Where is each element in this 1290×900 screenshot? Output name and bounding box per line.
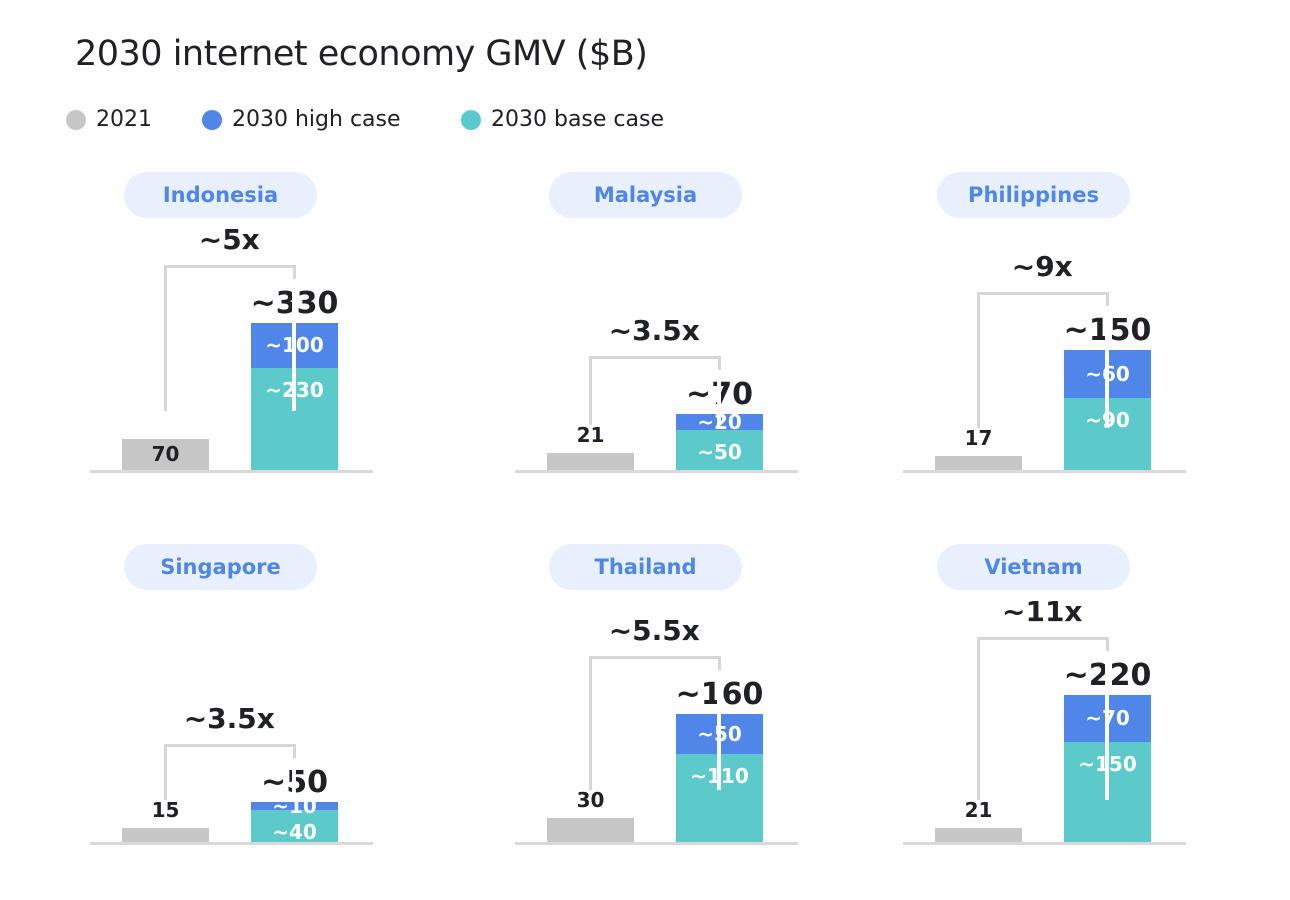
value-label-2021: 21 bbox=[964, 797, 993, 822]
value-label-2021: 21 bbox=[576, 423, 605, 448]
bracket-right-leg-mask bbox=[716, 370, 721, 426]
legend-swatch-2021 bbox=[66, 109, 86, 130]
growth-bracket bbox=[164, 744, 296, 800]
baseline bbox=[515, 842, 798, 845]
bar-2021 bbox=[547, 818, 634, 842]
legend-label-2030-base: 2030 base case bbox=[491, 107, 664, 132]
country-label: Singapore bbox=[124, 544, 317, 590]
growth-bracket bbox=[977, 292, 1109, 428]
value-label-2021: 70 bbox=[151, 442, 180, 467]
chart-title: 2030 internet economy GMV ($B) bbox=[75, 34, 648, 74]
growth-multiple: ~3.5x bbox=[183, 702, 275, 735]
growth-multiple: ~11x bbox=[1002, 595, 1083, 628]
growth-multiple: ~5.5x bbox=[608, 614, 700, 647]
bracket-right-leg-mask bbox=[291, 758, 296, 800]
bracket-right-leg-mask bbox=[291, 279, 296, 411]
value-label-2021: 15 bbox=[151, 798, 180, 822]
country-label: Philippines bbox=[937, 172, 1130, 218]
value-label-2021: 30 bbox=[576, 788, 605, 812]
bar-2021 bbox=[122, 438, 209, 470]
baseline bbox=[90, 470, 373, 473]
bar-2030-base-case bbox=[676, 430, 763, 470]
legend-item-2021: 2021 bbox=[66, 107, 152, 132]
value-label-2030-base: ~50 bbox=[697, 440, 742, 464]
growth-bracket bbox=[164, 265, 296, 411]
country-label: Indonesia bbox=[124, 172, 317, 218]
growth-bracket bbox=[977, 637, 1109, 800]
baseline bbox=[90, 842, 373, 845]
legend-item-2030-base: 2030 base case bbox=[461, 107, 664, 132]
growth-bracket bbox=[589, 356, 721, 426]
legend-item-2030-high: 2030 high case bbox=[202, 107, 401, 132]
bar-2021 bbox=[547, 453, 634, 470]
growth-bracket bbox=[589, 656, 721, 790]
bracket-right-leg-mask bbox=[1104, 651, 1109, 800]
bar-2021 bbox=[935, 456, 1022, 470]
value-label-2021: 17 bbox=[964, 426, 993, 450]
baseline bbox=[903, 470, 1186, 473]
country-label: Malaysia bbox=[549, 172, 742, 218]
legend-swatch-2030-base bbox=[461, 109, 481, 130]
baseline bbox=[903, 842, 1186, 845]
country-label: Vietnam bbox=[937, 544, 1130, 590]
bar-2021 bbox=[935, 827, 1022, 842]
bar-2030-high-case bbox=[251, 802, 338, 810]
bracket-right-leg-mask bbox=[716, 670, 721, 790]
value-label-2030-base: ~40 bbox=[272, 820, 317, 844]
bracket-right-leg-mask bbox=[1104, 306, 1109, 428]
legend-label-2021: 2021 bbox=[96, 107, 152, 132]
bar-2030-base-case bbox=[251, 810, 338, 842]
growth-multiple: ~9x bbox=[1011, 250, 1073, 283]
growth-multiple: ~5x bbox=[198, 223, 260, 256]
baseline bbox=[515, 470, 798, 473]
legend-swatch-2030-high bbox=[202, 109, 222, 130]
legend-label-2030-high: 2030 high case bbox=[232, 107, 401, 132]
bar-2021 bbox=[122, 828, 209, 842]
country-label: Thailand bbox=[549, 544, 742, 590]
growth-multiple: ~3.5x bbox=[608, 314, 700, 347]
